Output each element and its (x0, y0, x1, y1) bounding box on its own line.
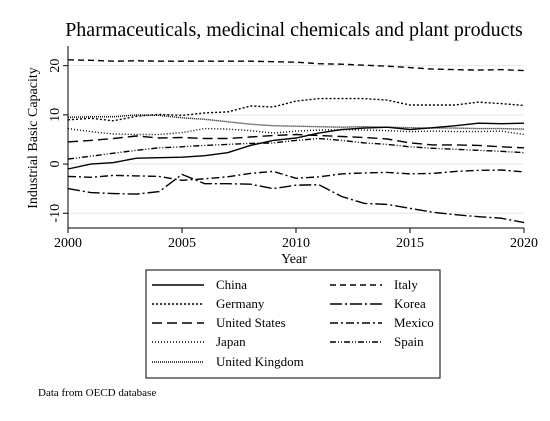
x-tick-label: 2015 (396, 236, 424, 251)
legend-box (145, 269, 441, 379)
series-line-mexico (67, 169, 525, 182)
series-lines (67, 59, 525, 224)
legend-label-italy: Italy (394, 277, 418, 292)
series-line-japan (67, 127, 525, 136)
x-tick-label: 2010 (282, 236, 310, 251)
y-axis-ticks: -10 0 10 20 (48, 59, 68, 223)
legend-label-germany: Germany (216, 296, 265, 311)
legend-label-united-kingdom: United Kingdom (216, 354, 304, 369)
legend-label-china: China (216, 277, 247, 292)
series-line-china (67, 122, 525, 170)
x-tick-label: 2000 (54, 236, 82, 251)
legend-label-united-states: United States (216, 315, 286, 330)
y-tick-label: 20 (48, 59, 63, 73)
x-axis-label: Year (281, 252, 307, 267)
x-tick-label: 2020 (510, 236, 538, 251)
source-note: Data from OECD database (38, 387, 156, 399)
series-line-italy (67, 59, 525, 72)
y-tick-label: 0 (48, 161, 63, 168)
x-axis-ticks: 2000 2005 2010 2015 2020 (54, 228, 538, 251)
series-line-spain (67, 137, 525, 160)
legend-label-korea: Korea (394, 296, 426, 311)
y-tick-label: 10 (48, 108, 63, 122)
legend-label-mexico: Mexico (394, 315, 434, 330)
y-tick-label: -10 (48, 204, 63, 223)
series-line-united-kingdom (67, 114, 525, 130)
series-line-united-states (67, 133, 525, 149)
legend-label-japan: Japan (216, 334, 246, 349)
legend: China Germany United States Japan United Kin… (152, 277, 434, 369)
series-line-korea (67, 173, 525, 224)
chart-title: Pharmaceuticals, medicinal chemicals and… (65, 19, 523, 41)
x-tick-label: 2005 (168, 236, 196, 251)
legend-label-spain: Spain (394, 334, 424, 349)
y-axis-label: Industrial Basic Capacity (26, 67, 41, 209)
